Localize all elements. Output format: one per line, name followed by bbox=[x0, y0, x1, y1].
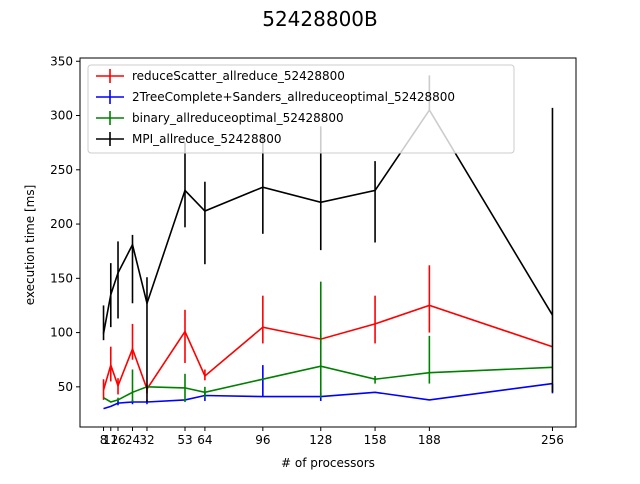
series-line bbox=[103, 382, 553, 410]
x-tick-label: 16 bbox=[110, 433, 125, 447]
y-tick-label: 200 bbox=[50, 217, 73, 231]
y-tick-label: 150 bbox=[50, 271, 73, 285]
x-tick-label: 32 bbox=[139, 433, 154, 447]
legend-label: binary_allreduceoptimal_52428800 bbox=[132, 111, 344, 125]
y-axis-label: execution time [ms] bbox=[23, 185, 37, 306]
x-tick-label: 128 bbox=[309, 433, 332, 447]
axes-frame bbox=[79, 57, 577, 428]
x-axis-label: # of processors bbox=[281, 456, 375, 470]
x-tick-label: 24 bbox=[125, 433, 140, 447]
x-tick-label: 53 bbox=[177, 433, 192, 447]
y-tick-label: 350 bbox=[50, 54, 73, 68]
legend: reduceScatter_allreduce_52428800 2TreeCom… bbox=[87, 64, 515, 154]
x-tick-label: 158 bbox=[364, 433, 387, 447]
x-tick-label: 12 bbox=[103, 433, 118, 447]
chart-title: 52428800B bbox=[262, 7, 378, 31]
series-line bbox=[103, 365, 553, 403]
x-tick-label: 256 bbox=[541, 433, 564, 447]
series-line bbox=[102, 108, 554, 334]
x-tick-label: 8 bbox=[100, 433, 108, 447]
legend-box bbox=[87, 64, 515, 154]
y-tick-label: 100 bbox=[50, 326, 73, 340]
x-tick-label: 64 bbox=[197, 433, 212, 447]
series-group bbox=[102, 75, 554, 403]
y-tick-label: 50 bbox=[58, 380, 73, 394]
x-tick-label: 188 bbox=[418, 433, 441, 447]
y-tick-label: 300 bbox=[50, 109, 73, 123]
legend-label: reduceScatter_allreduce_52428800 bbox=[132, 69, 345, 83]
series-group bbox=[103, 281, 553, 403]
legend-label: MPI_allreduce_52428800 bbox=[132, 132, 281, 146]
series-line bbox=[102, 304, 553, 391]
y-tick-label: 250 bbox=[50, 163, 73, 177]
series-group bbox=[102, 265, 553, 400]
x-tick-label: 96 bbox=[255, 433, 270, 447]
legend-label: 2TreeComplete+Sanders_allreduceoptimal_5… bbox=[132, 90, 455, 104]
